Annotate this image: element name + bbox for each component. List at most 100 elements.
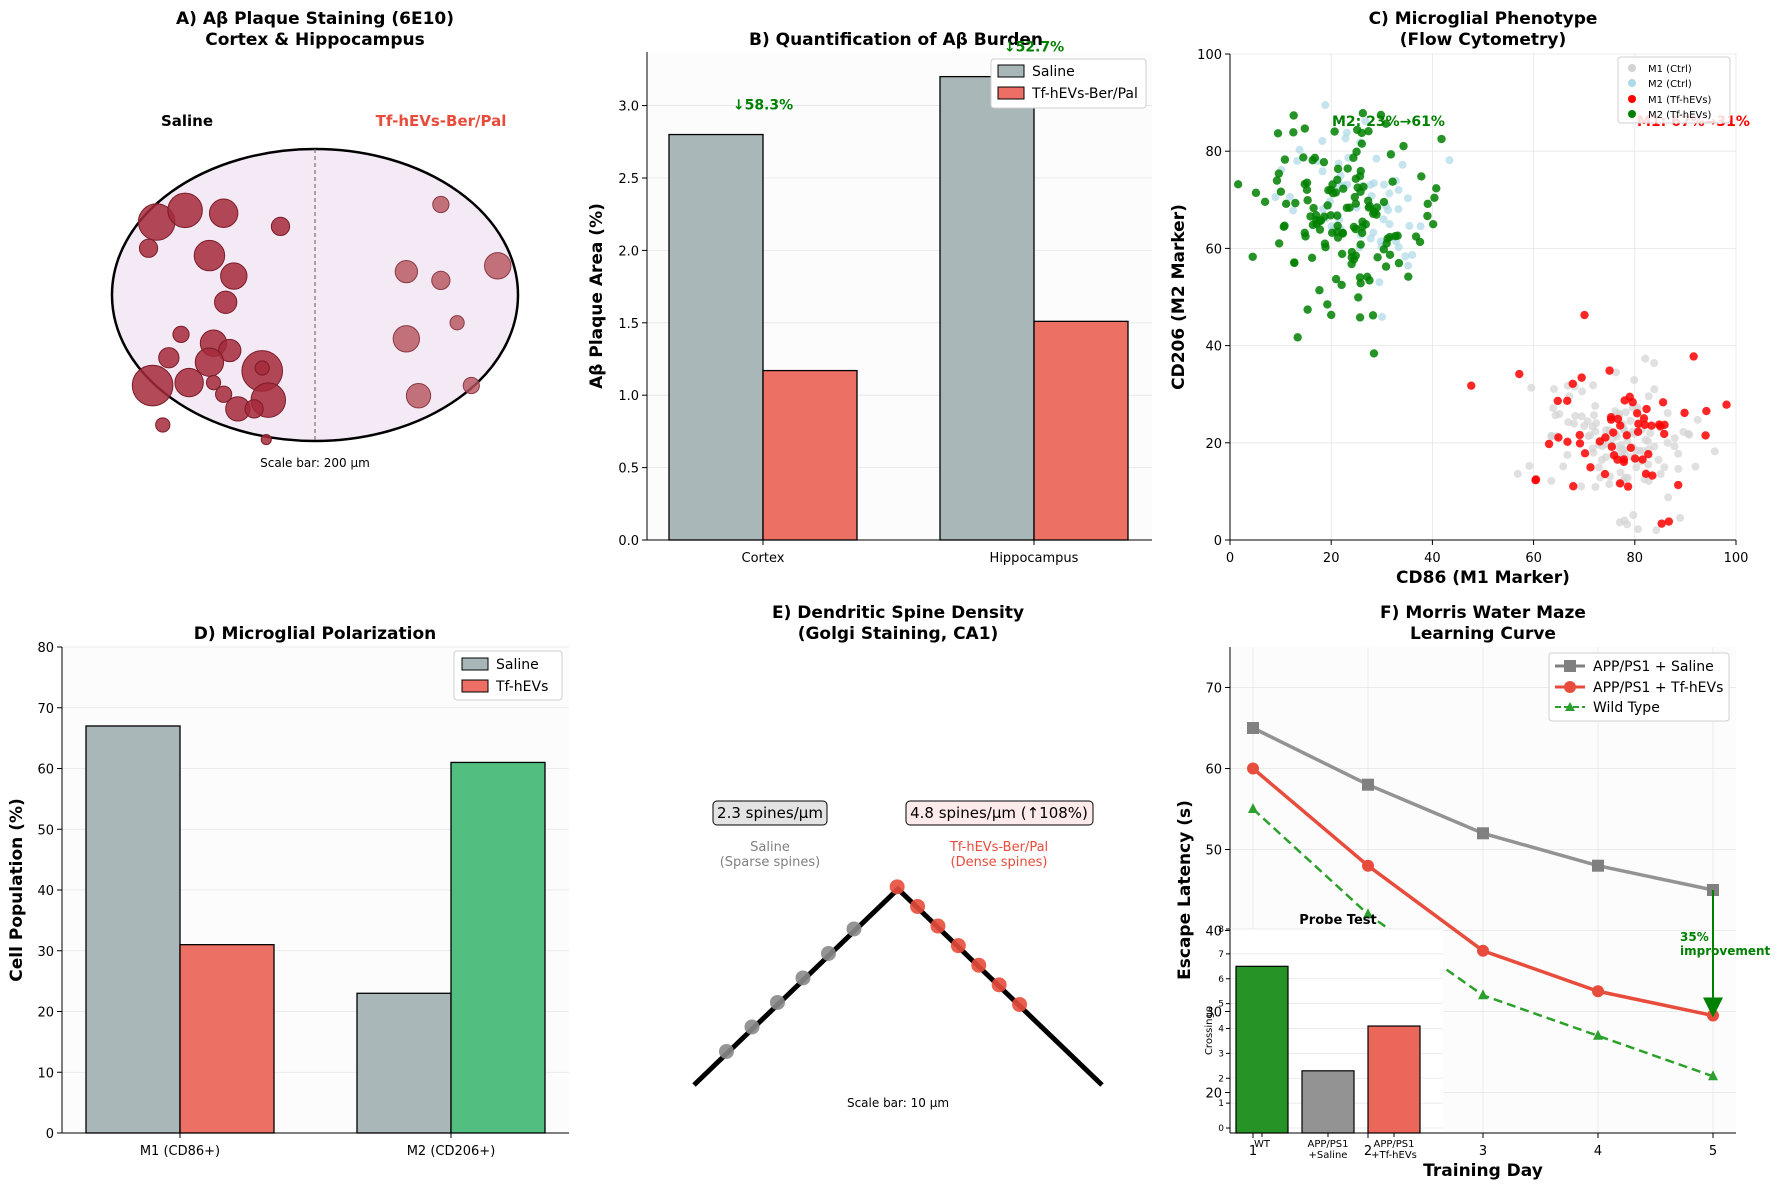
panel-c-point [1338,228,1348,238]
panel-c-point [1595,437,1605,446]
panel-f-inset-y-tick-label: 2 [1218,1074,1224,1084]
panel-c-legend: M1 (Ctrl) M2 (Ctrl) M1 (Tf-hEVs) M2 (Tf-… [1617,56,1731,124]
panel-d-y-tick-label: 60 [37,763,54,778]
panel-f-inset-x-tick-label: WT [1254,1139,1271,1150]
panel-c-point [1663,408,1672,417]
panel-c-point [1351,174,1361,184]
panel-c-x-tick-label: 100 [1724,551,1749,566]
panel-c-point [1361,117,1370,126]
panel-e-left-sublabel: (Sparse spines) [720,855,821,870]
panel-a-right-label: Tf-hEVs-Ber/Pal [376,112,507,130]
panel-c-point [1369,349,1379,358]
saline-spine-head [718,1043,734,1059]
panel-c-point [1710,447,1719,456]
treated-spine-head [971,957,987,973]
panel-c-point [1664,517,1674,526]
panel-c-point [1303,196,1312,205]
panel-c-y-label: CD206 (M2 Marker) [1169,204,1189,390]
panel-c-point [1347,259,1356,269]
panel-b-y-tick-label: 3.0 [618,100,639,115]
panel-c-point [1341,134,1350,143]
panel-c-point [1355,313,1365,322]
panel-c-point [1260,197,1270,207]
treated-plaque [392,325,421,353]
panel-c-point [1629,511,1638,520]
saline-spine-head [846,921,862,937]
panel-c-point [1689,352,1698,361]
panel-c-point [1547,476,1556,485]
panel-f-x-tick-label: 4 [1594,1144,1602,1159]
panel-c-point [1664,493,1673,502]
panel-c-point [1403,194,1412,203]
panel-d-legend-treated: Tf-hEVs [495,679,548,695]
panel-d-y-tick-label: 30 [37,945,54,960]
panel-c-point [1324,186,1333,195]
panel-c-point [1251,188,1261,198]
panel-c-point [1600,469,1610,479]
panel-c-point [1580,310,1589,320]
panel-c-point [1547,432,1556,441]
panel-f-inset-y-tick-label: 8 [1218,925,1224,935]
panel-c-legend-marker-m1-ctrl [1628,64,1636,72]
treated-plaque [405,383,432,409]
saline-plaque [194,347,225,377]
panel-c-point [1388,177,1397,186]
panel-f-inset-y-tick-label: 7 [1218,950,1224,960]
panel-c-point [1365,276,1374,285]
panel-c-point [1301,232,1310,241]
panel-c-point [1358,109,1368,118]
panel-c-point [1630,376,1639,385]
panel-c-point [1658,398,1668,407]
panel-b-y-tick-label: 1.0 [618,389,639,404]
saline-spine-head [744,1019,760,1035]
panel-d-legend-swatch-treated [461,679,489,693]
panel-b-y-tick-label: 0.0 [618,534,639,549]
panel-c-point [1620,396,1629,405]
panel-c-point [1369,179,1378,188]
panel-c-point [1385,220,1394,229]
panel-d-y-ticks: 0 10 20 30 40 50 60 70 80 [37,641,62,1142]
panel-c-x-tick-label: 80 [1627,551,1644,566]
panel-c-point [1281,199,1291,209]
panel-c-y-tick-label: 20 [1205,437,1222,452]
panel-c-point [1337,280,1346,290]
panel-c-point [1527,383,1536,392]
saline-spine-head [820,945,836,961]
saline-plaque [138,238,159,258]
panel-c-point [1333,221,1342,231]
panel-c-title: C) Microglial Phenotype [1369,9,1598,29]
panel-d-bars [85,725,546,1134]
panel-c-point [1563,437,1572,446]
panel-c-point [1648,471,1657,480]
panel-d: D) Microglial Polarization 0 10 20 30 40 50 60… [7,624,569,1159]
panel-c-y-ticks: 0 20 40 60 80 100 [1197,48,1230,549]
panel-c-point [1423,199,1432,209]
panel-f-marker [1247,722,1259,734]
panel-b-legend-saline: Saline [1032,64,1075,80]
panel-c-point [1354,293,1363,302]
panel-c-point [1513,469,1522,478]
panel-c-point [1293,333,1302,342]
panel-c-point [1357,228,1367,238]
panel-f: F) Morris Water Maze Learning Curve 2030… [1175,603,1771,1181]
panel-c-point [1623,482,1633,491]
panel-f-legend-treated: APP/PS1 + Tf-hEVs [1593,680,1723,696]
panel-c-point [1323,300,1332,309]
panel-c-point [1417,172,1426,181]
treated-bar [179,944,275,1134]
panel-c-legend-marker-m1-treated [1628,95,1636,103]
panel-c-point [1378,312,1387,321]
panel-c-point [1657,519,1666,528]
panel-c-point [1650,359,1659,368]
panel-e-dendrite [692,885,1104,1087]
panel-c-point [1321,101,1330,110]
panel-c-point [1641,469,1651,479]
panel-c-x-label: CD86 (M1 Marker) [1396,568,1570,588]
treated-plaque [394,259,419,284]
panel-c-x-tick-label: 20 [1323,551,1340,566]
panel-c-point [1445,156,1454,165]
panel-c-point [1273,129,1283,138]
panel-c-point [1693,415,1702,424]
panel-c-point [1289,111,1298,120]
